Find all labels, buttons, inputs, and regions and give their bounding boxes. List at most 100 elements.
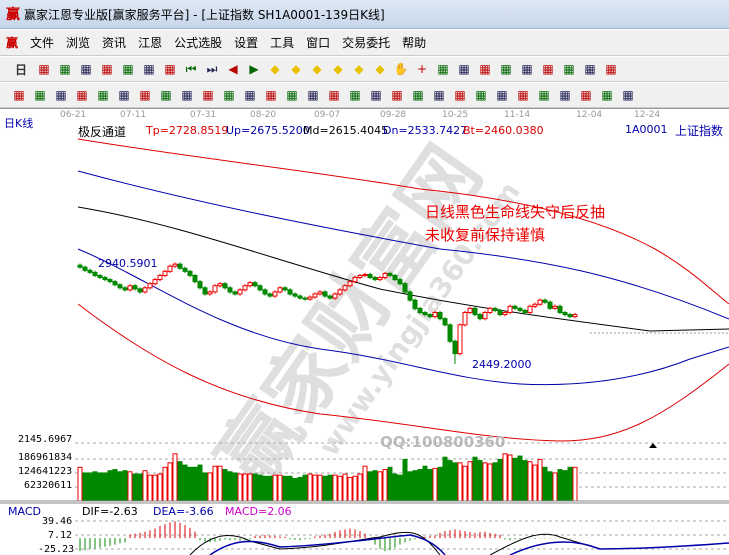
wave-icon[interactable]: ▦ bbox=[517, 88, 529, 102]
period-dropdown[interactable]: 日 bbox=[14, 62, 27, 77]
candle bbox=[362, 272, 368, 278]
candle-icon[interactable]: ▦ bbox=[122, 62, 134, 76]
chart9-icon[interactable]: ▦ bbox=[101, 62, 113, 76]
win-icon[interactable]: ▦ bbox=[349, 88, 361, 102]
diamond-icon[interactable]: ◆ bbox=[312, 62, 322, 76]
angle2-icon[interactable]: ▦ bbox=[496, 88, 508, 102]
menu-trade[interactable]: 交易委托 bbox=[342, 36, 391, 50]
menu-file[interactable]: 文件 bbox=[30, 36, 55, 50]
candle bbox=[387, 271, 393, 278]
chart3-icon[interactable]: ▦ bbox=[80, 62, 92, 76]
menu-window[interactable]: 窗口 bbox=[306, 36, 331, 50]
next-icon[interactable]: ▶ bbox=[249, 62, 259, 76]
period-label: 日K线 bbox=[4, 117, 34, 130]
spiral-icon[interactable]: ▦ bbox=[118, 88, 130, 102]
last-icon[interactable]: ⏭ bbox=[206, 61, 218, 76]
volume-bar bbox=[182, 464, 188, 502]
box3-icon[interactable]: ▦ bbox=[475, 88, 487, 102]
hand-icon[interactable]: ✋ bbox=[393, 62, 409, 76]
diamond-icon[interactable]: ◆ bbox=[291, 62, 301, 76]
calendar-icon[interactable]: ▦ bbox=[500, 62, 512, 76]
menu-browse[interactable]: 浏览 bbox=[66, 36, 91, 50]
shen-icon[interactable]: ▦ bbox=[328, 88, 340, 102]
window-icon[interactable]: ▦ bbox=[38, 62, 50, 76]
gold2-icon[interactable]: ▦ bbox=[76, 88, 88, 102]
fib-icon[interactable]: ▦ bbox=[97, 88, 109, 102]
grid3-icon[interactable]: ▦ bbox=[538, 88, 550, 102]
volume-bar bbox=[97, 472, 103, 502]
lines-icon[interactable]: ▦ bbox=[307, 88, 319, 102]
candle bbox=[287, 288, 293, 296]
menu-settings[interactable]: 设置 bbox=[234, 36, 259, 50]
menu-formula[interactable]: 公式选股 bbox=[174, 36, 223, 50]
print-icon[interactable]: ▦ bbox=[605, 62, 617, 76]
percent-icon[interactable]: ▦ bbox=[622, 88, 634, 102]
grid-icon[interactable]: ▦ bbox=[34, 88, 46, 102]
calc-icon[interactable]: ▦ bbox=[143, 62, 155, 76]
prev-icon[interactable]: ◀ bbox=[228, 62, 238, 76]
fan-icon[interactable]: ▦ bbox=[139, 88, 151, 102]
kline-chart[interactable]: 日K线 06-21 07-11 07-31 08-20 09-07 09-28 10-25 1… bbox=[0, 108, 729, 555]
menu-gann[interactable]: 江恩 bbox=[138, 36, 163, 50]
candle bbox=[412, 298, 418, 311]
diamond-icon[interactable]: ◆ bbox=[270, 62, 280, 76]
square-icon[interactable]: ▦ bbox=[286, 88, 298, 102]
box-icon[interactable]: ▦ bbox=[412, 88, 424, 102]
date-tick: 12-04 bbox=[576, 110, 603, 120]
crosshair-icon[interactable]: + bbox=[416, 62, 428, 76]
diamond-icon[interactable]: ◆ bbox=[375, 62, 385, 76]
notes-icon[interactable]: ▦ bbox=[59, 62, 71, 76]
band-dn bbox=[77, 248, 729, 386]
candle bbox=[322, 290, 328, 298]
candle bbox=[462, 310, 468, 327]
menu-help[interactable]: 帮助 bbox=[402, 36, 427, 50]
menu-tools[interactable]: 工具 bbox=[270, 36, 295, 50]
circle-icon[interactable]: ▦ bbox=[160, 88, 172, 102]
diamond-icon[interactable]: ◆ bbox=[354, 62, 364, 76]
diamond-icon[interactable]: ◆ bbox=[333, 62, 343, 76]
candle bbox=[262, 288, 268, 296]
low-label: 2449.2000 bbox=[472, 358, 532, 371]
volume-bar bbox=[397, 474, 403, 502]
n2-icon[interactable]: ▦ bbox=[202, 88, 214, 102]
target-icon[interactable]: ▦ bbox=[244, 88, 256, 102]
measure-icon[interactable]: ▦ bbox=[391, 88, 403, 102]
volume-bar bbox=[472, 456, 478, 502]
pen-icon[interactable]: ▦ bbox=[13, 88, 25, 102]
date-tick: 11-14 bbox=[504, 110, 531, 120]
gift-icon[interactable]: ▦ bbox=[458, 62, 470, 76]
star-icon[interactable]: ▦ bbox=[479, 62, 491, 76]
candle bbox=[477, 312, 483, 321]
fan2-icon[interactable]: ▦ bbox=[433, 88, 445, 102]
calculator-icon[interactable]: ▦ bbox=[521, 62, 533, 76]
parallel-icon[interactable]: ▦ bbox=[580, 88, 592, 102]
report-icon[interactable]: ▦ bbox=[542, 62, 554, 76]
flag-icon[interactable]: ▦ bbox=[164, 62, 176, 76]
gold-icon[interactable]: ▦ bbox=[55, 88, 67, 102]
volume-bar bbox=[357, 473, 363, 502]
volume-bar bbox=[197, 464, 203, 502]
qq-watermark: QQ:100800360 bbox=[380, 433, 505, 451]
angle-icon[interactable]: ▦ bbox=[223, 88, 235, 102]
box2-icon[interactable]: ▦ bbox=[454, 88, 466, 102]
first-icon[interactable]: ⏮ bbox=[185, 61, 197, 76]
network-icon[interactable]: ▦ bbox=[584, 62, 596, 76]
macd-axis-mid: 7.12 bbox=[48, 530, 73, 541]
volume-bar bbox=[137, 473, 143, 502]
line-icon[interactable]: ▦ bbox=[437, 62, 449, 76]
volume-bar bbox=[567, 466, 573, 502]
ruler-icon[interactable]: ▦ bbox=[370, 88, 382, 102]
candle bbox=[567, 312, 573, 319]
candle bbox=[397, 277, 403, 286]
star-icon[interactable]: ▦ bbox=[265, 88, 277, 102]
menu-info[interactable]: 资讯 bbox=[102, 36, 127, 50]
candle bbox=[497, 308, 503, 317]
grid2-icon[interactable]: ▦ bbox=[181, 88, 193, 102]
volume-bar bbox=[337, 475, 343, 502]
menu-logo[interactable]: 赢 bbox=[6, 36, 19, 50]
volume-bars bbox=[77, 453, 578, 502]
save-icon[interactable]: ▦ bbox=[563, 62, 575, 76]
grid4-icon[interactable]: ▦ bbox=[559, 88, 571, 102]
table-icon[interactable]: ▦ bbox=[601, 88, 613, 102]
candle bbox=[207, 290, 213, 296]
